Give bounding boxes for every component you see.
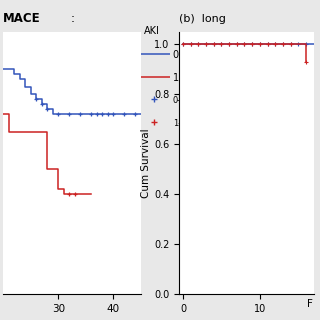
Text: :: : [70, 12, 75, 25]
Text: MACE: MACE [3, 12, 41, 25]
Text: AKI: AKI [144, 26, 160, 36]
Text: 1-censored: 1-censored [173, 119, 220, 128]
Text: F: F [307, 299, 313, 309]
Y-axis label: Cum Survival: Cum Survival [141, 128, 151, 198]
Text: 1: 1 [173, 73, 179, 83]
Text: (b)  long: (b) long [179, 14, 226, 24]
Text: 0-censored: 0-censored [173, 96, 220, 105]
Text: 0: 0 [173, 50, 179, 60]
